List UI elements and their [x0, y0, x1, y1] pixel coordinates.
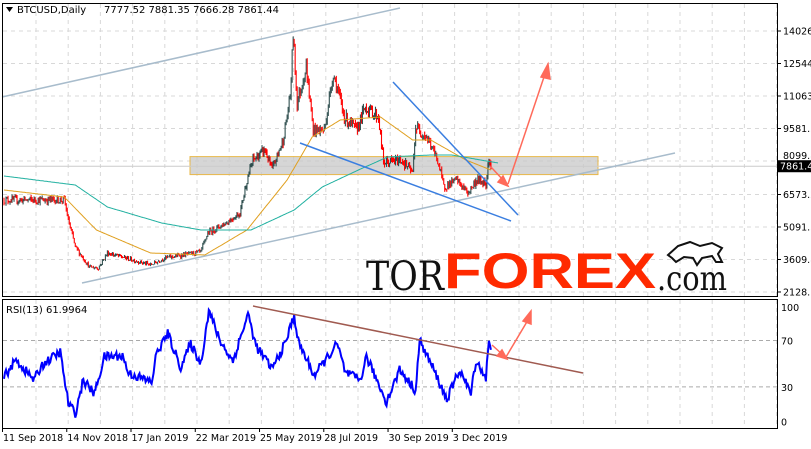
current-price-box [778, 160, 811, 173]
ma-fast-line [3, 116, 492, 256]
upper-channel-line[interactable] [1, 7, 401, 98]
rsi-axis: 100 70 30 0 [781, 303, 799, 429]
logo-text-com: .com [657, 259, 727, 299]
rsi-forecast-arrow [491, 308, 532, 361]
ma-slow-line [3, 154, 499, 231]
price-tick-label: 2128.10 [783, 287, 811, 298]
time-tick-label: 22 Mar 2019 [196, 433, 256, 444]
price-tick-label: 9581.50 [783, 124, 811, 135]
forecast-arrow [490, 61, 551, 188]
bull-icon [666, 240, 724, 267]
price-tick-label: 8099.80 [783, 151, 811, 162]
time-tick-label: 28 Jul 2019 [324, 433, 378, 444]
price-tick-label: 12544.90 [783, 59, 811, 70]
ohlc-values: 7777.52 7881.35 7666.28 7861.44 [104, 5, 279, 16]
time-tick-label: 11 Sep 2018 [3, 433, 63, 444]
time-tick-label: 17 Jan 2019 [132, 433, 189, 444]
price-tick-label: 3609.80 [783, 255, 811, 266]
rsi-tick-label: 30 [781, 383, 793, 394]
wedge-upper-line[interactable] [392, 81, 519, 216]
time-tick-label: 3 Dec 2019 [453, 433, 508, 444]
price-axis: 14026.60 12544.90 11063.20 9581.50 8099.80 65… [777, 27, 811, 298]
lower-channel-line[interactable] [81, 152, 676, 284]
torforex-logo: TOR FOREX .com [2, 240, 777, 300]
rsi-tick-label: 100 [781, 303, 799, 314]
triangle-down-icon[interactable] [6, 7, 13, 12]
main-chart-frame [2, 3, 778, 297]
current-price-label: 7861.44 [780, 162, 811, 173]
rsi-tick-label: 0 [781, 418, 787, 429]
price-tick-label: 14026.60 [783, 27, 811, 38]
rsi-grid [3, 300, 778, 428]
price-tick-label: 11063.20 [783, 92, 811, 103]
wedge-lower-line[interactable] [299, 142, 512, 222]
symbol-timeframe-label: BTCUSD,Daily [17, 5, 86, 16]
rsi-trend-line[interactable] [252, 305, 584, 374]
time-tick-label: 14 Nov 2018 [67, 433, 128, 444]
rsi-line [3, 307, 492, 418]
time-tick-label: 30 Sep 2019 [389, 433, 449, 444]
rsi-panel-frame [2, 299, 778, 429]
rsi-label: RSI(13) 61.9964 [6, 305, 87, 316]
candles [3, 36, 492, 271]
price-tick-label: 6573.20 [783, 190, 811, 201]
time-axis: 11 Sep 2018 14 Nov 2018 17 Jan 2019 22 Mar … [2, 428, 508, 444]
rsi-tick-label: 70 [781, 337, 793, 348]
price-tick-label: 5091.50 [783, 222, 811, 233]
logo-text-forex: FOREX [444, 243, 656, 299]
time-tick-label: 25 May 2019 [260, 433, 322, 444]
logo-text-tor: TOR [366, 254, 446, 300]
